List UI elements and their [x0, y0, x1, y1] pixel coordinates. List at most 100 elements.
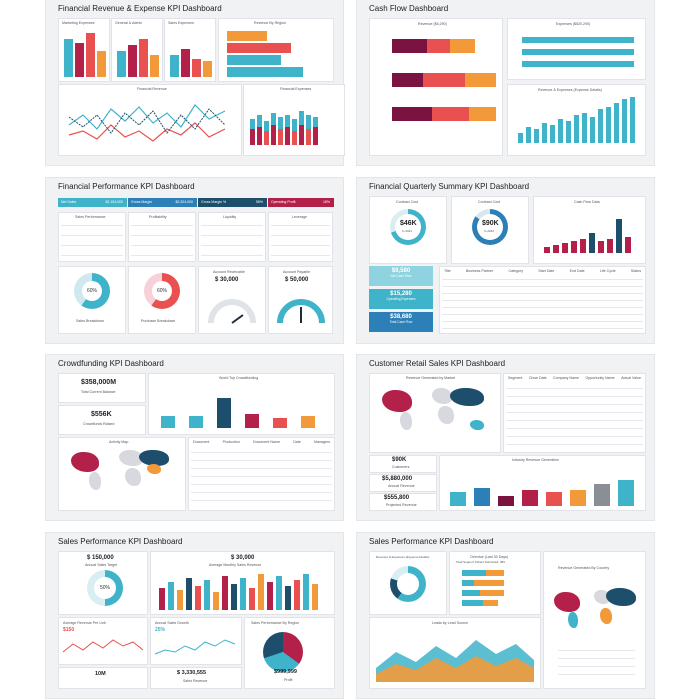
map-region — [568, 612, 578, 628]
panel-label: Financial Expenses — [280, 87, 312, 91]
revenue-by-region-panel: Revenue By Region — [218, 18, 334, 82]
slide-customer-retail[interactable]: Customer Retail Sales KPI Dashboard Reve… — [357, 355, 654, 520]
crowdfunds-raised-panel: $556K Crowdfunds Raised — [58, 405, 146, 435]
bar — [301, 416, 315, 428]
stacked-hbar — [392, 73, 496, 87]
map-region — [606, 588, 636, 606]
panel-label: Profitability — [149, 215, 167, 219]
kpi-value: $ 30,000 — [231, 555, 255, 561]
opportunities-table: Segment Close Date Company Name Opportun… — [503, 373, 646, 453]
hbar — [227, 43, 291, 53]
slide-financial-revenue-expense[interactable]: Financial Revenue & Expense KPI Dashboar… — [46, 0, 345, 165]
bar — [630, 97, 635, 143]
stacked-hbar — [462, 580, 522, 586]
col-header: Category — [508, 269, 524, 273]
slide-sales-performance-1[interactable]: Sales Performance KPI Dashboard $ 150,00… — [46, 533, 343, 698]
liquidity-table: Liquidity — [198, 212, 266, 262]
hbar — [227, 55, 281, 65]
purchase-breakdown-panel: 60% Purchase Breakdown — [128, 266, 196, 334]
revenue-by-country-panel: Revenue Generated By Country — [543, 551, 646, 689]
map-region — [432, 388, 452, 404]
kpi-tag: Gross Margin $2,524,000 — [128, 198, 197, 207]
kpi-label: Crowdfunds Raised — [83, 422, 115, 426]
kpi-value: 25% — [155, 627, 166, 633]
kpi-label: Annual Sales Target — [85, 563, 118, 567]
hbar — [522, 37, 634, 43]
account-payable-panel: Account Payable $ 50,000 — [268, 266, 333, 334]
map-region — [119, 450, 143, 466]
bar — [273, 418, 287, 428]
stacked-hbar — [462, 590, 522, 596]
bar — [161, 416, 175, 428]
annual-sales-target-panel: $ 150,000 Annual Sales Target 50% — [58, 551, 148, 615]
slide-crowdfunding[interactable]: Crowdfunding KPI Dashboard $358,000M Tot… — [46, 355, 343, 520]
column-chart — [448, 466, 637, 506]
kpi-label: Sales Revenue — [183, 679, 208, 683]
kpi-box: $15,280 Operating Expenses — [369, 289, 433, 309]
leverage-table: Leverage — [268, 212, 333, 262]
col-header: Title — [444, 269, 451, 273]
col-header: Company Name — [553, 376, 580, 380]
donut-label: Purchase Breakdown — [141, 319, 176, 323]
panel-label: Revenue By Region — [254, 21, 286, 25]
kpi-label: Customers — [392, 465, 410, 469]
donut-sub: In 2022 — [484, 229, 495, 233]
bar — [580, 239, 586, 253]
line-chart — [62, 639, 144, 653]
panel-label: Cash Flow Data — [574, 200, 600, 204]
bar — [450, 492, 466, 506]
panel-label: Leads by Lead Source — [432, 621, 468, 625]
annual-growth-panel: Annual Sales Growth 25% — [150, 617, 242, 665]
bar — [128, 45, 137, 77]
kpi-label: Projected Revenue — [386, 503, 417, 507]
donut-hole — [477, 214, 503, 240]
map-region — [71, 452, 99, 472]
slide-title: Crowdfunding KPI Dashboard — [58, 359, 164, 368]
panel-label: General & Admin — [115, 21, 143, 25]
map-region — [600, 608, 612, 624]
kpi-label: Annual Revenue — [388, 484, 415, 488]
col-header: Production — [222, 440, 240, 444]
bar — [607, 239, 613, 253]
bar — [618, 480, 634, 506]
col-header: Actual Value — [621, 376, 641, 380]
profit-label: Profit — [284, 678, 293, 682]
expenses-panel: Expenses ($520,290) — [507, 18, 646, 80]
bar — [594, 484, 610, 506]
line-chart — [154, 639, 236, 655]
donut-value: $46K — [400, 220, 417, 227]
sales-breakdown-panel: 60% Sales Breakdown — [58, 266, 126, 334]
kpi-label: Average Revenue Per Unit — [63, 621, 106, 625]
slide-sales-performance-2[interactable]: Sales Performance KPI Dashboard Revenue … — [357, 533, 654, 698]
slide-cash-flow[interactable]: Cash Flow Dashboard Revenue ($5,290) Exp… — [357, 0, 654, 165]
bar — [622, 99, 627, 143]
slide-financial-performance[interactable]: Financial Performance KPI Dashboard Net … — [46, 178, 343, 343]
panel-label: Leverage — [292, 215, 307, 219]
revenue-expenses-panel: Revenue & Expenses (Expense Details) — [507, 84, 646, 156]
hbar — [522, 61, 634, 67]
kpi-value: $ 3,330,555 — [177, 670, 207, 676]
donut-value: $90K — [482, 220, 499, 227]
panel-label: Revenue & Expenses (Expense Details) — [538, 88, 602, 92]
col-header: Document — [193, 440, 210, 444]
donut-value: 60% — [152, 281, 172, 301]
bar — [598, 109, 603, 143]
financial-revenue-panel: Financial Revenue — [58, 84, 242, 156]
kpi-value: $ 150,000 — [87, 555, 114, 561]
bar — [546, 492, 562, 506]
col-header: Date — [293, 440, 301, 444]
slide-title: Cash Flow Dashboard — [369, 4, 449, 13]
panel-label: Liquidity — [223, 215, 237, 219]
panel-label: Activity Map — [109, 440, 129, 444]
slide-title: Sales Performance KPI Dashboard — [58, 537, 183, 546]
financial-expenses-panel: Financial Expenses — [243, 84, 345, 156]
industry-revenue-panel: Industry Revenue Generation — [439, 455, 646, 511]
panel-label: Contract Cost — [478, 200, 500, 204]
world-top-crowdfunding-panel: World Top Crowdfunding — [148, 373, 335, 435]
gauge-value: $ 30,000 — [215, 277, 239, 283]
col-header: End Date — [569, 269, 585, 273]
gauge-label: Account Receivable — [213, 270, 245, 274]
map-region — [450, 388, 484, 406]
kpi-box: $9,580 Net Cash Flow — [369, 266, 433, 286]
slide-financial-quarterly[interactable]: Financial Quarterly Summary KPI Dashboar… — [357, 178, 654, 343]
